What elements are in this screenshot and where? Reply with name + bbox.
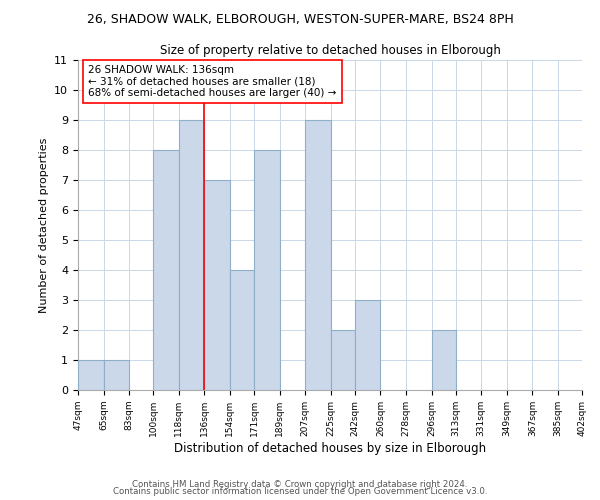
Text: Contains public sector information licensed under the Open Government Licence v3: Contains public sector information licen… bbox=[113, 487, 487, 496]
Y-axis label: Number of detached properties: Number of detached properties bbox=[39, 138, 49, 312]
Title: Size of property relative to detached houses in Elborough: Size of property relative to detached ho… bbox=[160, 44, 500, 58]
Bar bbox=[205, 180, 230, 390]
Bar bbox=[331, 330, 355, 390]
Bar bbox=[78, 360, 104, 390]
Bar bbox=[153, 150, 179, 390]
Bar bbox=[179, 120, 205, 390]
Bar bbox=[104, 360, 129, 390]
Text: 26 SHADOW WALK: 136sqm
← 31% of detached houses are smaller (18)
68% of semi-det: 26 SHADOW WALK: 136sqm ← 31% of detached… bbox=[88, 65, 337, 98]
Bar bbox=[254, 150, 280, 390]
X-axis label: Distribution of detached houses by size in Elborough: Distribution of detached houses by size … bbox=[174, 442, 486, 454]
Bar bbox=[355, 300, 380, 390]
Bar bbox=[305, 120, 331, 390]
Bar bbox=[431, 330, 455, 390]
Text: 26, SHADOW WALK, ELBOROUGH, WESTON-SUPER-MARE, BS24 8PH: 26, SHADOW WALK, ELBOROUGH, WESTON-SUPER… bbox=[86, 12, 514, 26]
Text: Contains HM Land Registry data © Crown copyright and database right 2024.: Contains HM Land Registry data © Crown c… bbox=[132, 480, 468, 489]
Bar bbox=[230, 270, 254, 390]
